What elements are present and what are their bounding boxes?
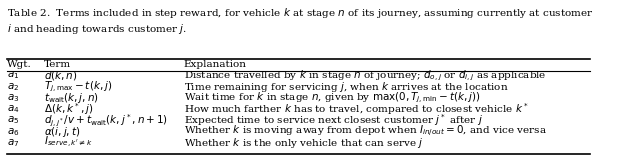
Text: Term: Term [44,60,71,69]
Text: $\Delta(k, k^*, j)$: $\Delta(k, k^*, j)$ [44,101,93,117]
Text: $a_6$: $a_6$ [7,126,20,137]
Text: $\alpha(i, j, t)$: $\alpha(i, j, t)$ [44,125,81,139]
Text: Whether $k$ is moving away from depot when $I_{in/out} = 0$, and vice versa: Whether $k$ is moving away from depot wh… [184,124,547,139]
Text: Time remaining for servicing $j$, when $k$ arrives at the location: Time remaining for servicing $j$, when $… [184,80,508,94]
Text: Table 2.  Terms included in step reward, for vehicle $k$ at stage $n$ of its jou: Table 2. Terms included in step reward, … [7,6,594,36]
Text: $I_{serve, k' \neq k}$: $I_{serve, k' \neq k}$ [44,135,93,150]
Text: Whether $k$ is the only vehicle that can serve $j$: Whether $k$ is the only vehicle that can… [184,136,423,150]
Text: Wait time for $k$ in stage $n$, given by $\max(0, T_{j,\mathrm{min}} - t(k, j))$: Wait time for $k$ in stage $n$, given by… [184,91,481,105]
Text: $T_{j,\mathrm{max}} - t(k, j)$: $T_{j,\mathrm{max}} - t(k, j)$ [44,80,113,94]
Text: $a_2$: $a_2$ [7,81,20,93]
Text: How much farther $k$ has to travel, compared to closest vehicle $k^*$: How much farther $k$ has to travel, comp… [184,101,529,117]
Text: $a_7$: $a_7$ [7,137,20,149]
Text: Distance travelled by $k$ in stage $n$ of journey; $d_{o,j}$ or $d_{i,j}$ as app: Distance travelled by $k$ in stage $n$ o… [184,68,547,83]
Text: $a_5$: $a_5$ [7,115,20,126]
Text: $d_{j,j^*}/v + t_\mathrm{wait}(k, j^*, n+1)$: $d_{j,j^*}/v + t_\mathrm{wait}(k, j^*, n… [44,112,168,128]
Text: Expected time to service next closest customer $j^*$ after $j$: Expected time to service next closest cu… [184,113,483,128]
Text: $d(k, n)$: $d(k, n)$ [44,69,78,82]
Text: Explanation: Explanation [184,60,247,69]
Text: $a_1$: $a_1$ [7,70,20,81]
Text: $a_4$: $a_4$ [7,103,20,115]
Text: Wgt.: Wgt. [7,60,32,69]
Text: $t_\mathrm{wait}(k, j, n)$: $t_\mathrm{wait}(k, j, n)$ [44,91,99,105]
Text: $a_3$: $a_3$ [7,92,20,104]
